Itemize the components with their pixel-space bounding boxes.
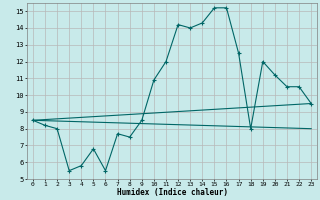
X-axis label: Humidex (Indice chaleur): Humidex (Indice chaleur)	[116, 188, 228, 197]
